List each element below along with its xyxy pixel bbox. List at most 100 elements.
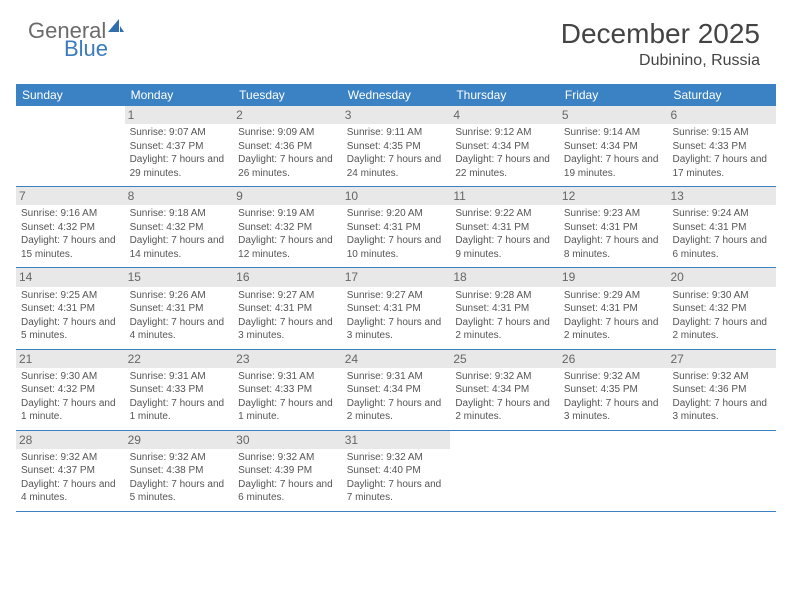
day-cell: 28Sunrise: 9:32 AMSunset: 4:37 PMDayligh… xyxy=(16,431,125,511)
day-number: 15 xyxy=(125,268,234,286)
day-number: 16 xyxy=(233,268,342,286)
day-cell: 29Sunrise: 9:32 AMSunset: 4:38 PMDayligh… xyxy=(125,431,234,511)
sunrise-text: Sunrise: 9:31 AM xyxy=(347,370,446,384)
day-number: 11 xyxy=(450,187,559,205)
page-header: General Blue December 2025 Dubinino, Rus… xyxy=(0,0,792,78)
sunset-text: Sunset: 4:32 PM xyxy=(672,302,771,316)
week-row: 28Sunrise: 9:32 AMSunset: 4:37 PMDayligh… xyxy=(16,431,776,512)
day-cell: 6Sunrise: 9:15 AMSunset: 4:33 PMDaylight… xyxy=(667,106,776,186)
day-number: 27 xyxy=(667,350,776,368)
day-number: 29 xyxy=(125,431,234,449)
day-cell: 15Sunrise: 9:26 AMSunset: 4:31 PMDayligh… xyxy=(125,268,234,348)
calendar: Sunday Monday Tuesday Wednesday Thursday… xyxy=(16,84,776,512)
sunrise-text: Sunrise: 9:32 AM xyxy=(238,451,337,465)
sunset-text: Sunset: 4:33 PM xyxy=(672,140,771,154)
day-header-sat: Saturday xyxy=(667,84,776,106)
daylight-text: Daylight: 7 hours and 6 minutes. xyxy=(238,478,337,505)
sunrise-text: Sunrise: 9:09 AM xyxy=(238,126,337,140)
sunrise-text: Sunrise: 9:12 AM xyxy=(455,126,554,140)
day-header-mon: Monday xyxy=(125,84,234,106)
logo: General Blue xyxy=(28,18,125,62)
day-number: 4 xyxy=(450,106,559,124)
sunrise-text: Sunrise: 9:07 AM xyxy=(130,126,229,140)
day-number: 2 xyxy=(233,106,342,124)
day-number: 14 xyxy=(16,268,125,286)
day-number: 9 xyxy=(233,187,342,205)
daylight-text: Daylight: 7 hours and 2 minutes. xyxy=(347,397,446,424)
sunrise-text: Sunrise: 9:14 AM xyxy=(564,126,663,140)
daylight-text: Daylight: 7 hours and 4 minutes. xyxy=(21,478,120,505)
day-number: 17 xyxy=(342,268,451,286)
daylight-text: Daylight: 7 hours and 6 minutes. xyxy=(672,234,771,261)
day-number: 3 xyxy=(342,106,451,124)
sunset-text: Sunset: 4:36 PM xyxy=(238,140,337,154)
sunset-text: Sunset: 4:31 PM xyxy=(238,302,337,316)
day-cell: 19Sunrise: 9:29 AMSunset: 4:31 PMDayligh… xyxy=(559,268,668,348)
sunset-text: Sunset: 4:32 PM xyxy=(21,383,120,397)
day-number: 8 xyxy=(125,187,234,205)
day-cell: 23Sunrise: 9:31 AMSunset: 4:33 PMDayligh… xyxy=(233,350,342,430)
day-number: 7 xyxy=(16,187,125,205)
daylight-text: Daylight: 7 hours and 14 minutes. xyxy=(130,234,229,261)
day-number: 5 xyxy=(559,106,668,124)
day-cell: 8Sunrise: 9:18 AMSunset: 4:32 PMDaylight… xyxy=(125,187,234,267)
sunset-text: Sunset: 4:35 PM xyxy=(564,383,663,397)
daylight-text: Daylight: 7 hours and 2 minutes. xyxy=(564,316,663,343)
daylight-text: Daylight: 7 hours and 3 minutes. xyxy=(564,397,663,424)
day-cell: 10Sunrise: 9:20 AMSunset: 4:31 PMDayligh… xyxy=(342,187,451,267)
sunrise-text: Sunrise: 9:30 AM xyxy=(672,289,771,303)
sunrise-text: Sunrise: 9:32 AM xyxy=(455,370,554,384)
day-number: 31 xyxy=(342,431,451,449)
sunset-text: Sunset: 4:31 PM xyxy=(564,302,663,316)
sunset-text: Sunset: 4:31 PM xyxy=(455,302,554,316)
day-number: 26 xyxy=(559,350,668,368)
day-cell: 21 Sunrise: 9:30 AMSunset: 4:32 PMDayligh… xyxy=(16,350,125,430)
day-number: 13 xyxy=(667,187,776,205)
day-number: 23 xyxy=(233,350,342,368)
daylight-text: Daylight: 7 hours and 17 minutes. xyxy=(672,153,771,180)
sunset-text: Sunset: 4:32 PM xyxy=(21,221,120,235)
day-number: 1 xyxy=(125,106,234,124)
day-number: 10 xyxy=(342,187,451,205)
sunrise-text: Sunrise: 9:27 AM xyxy=(238,289,337,303)
sunset-text: Sunset: 4:36 PM xyxy=(672,383,771,397)
day-cell: 14Sunrise: 9:25 AMSunset: 4:31 PMDayligh… xyxy=(16,268,125,348)
sunset-text: Sunset: 4:31 PM xyxy=(21,302,120,316)
daylight-text: Daylight: 7 hours and 1 minute. xyxy=(21,397,120,424)
daylight-text: Daylight: 7 hours and 7 minutes. xyxy=(347,478,446,505)
sunrise-text: Sunrise: 9:30 AM xyxy=(21,370,120,384)
sunset-text: Sunset: 4:33 PM xyxy=(238,383,337,397)
daylight-text: Daylight: 7 hours and 3 minutes. xyxy=(347,316,446,343)
sunrise-text: Sunrise: 9:19 AM xyxy=(238,207,337,221)
sunrise-text: Sunrise: 9:32 AM xyxy=(672,370,771,384)
day-cell xyxy=(667,431,776,511)
week-row: 7Sunrise: 9:16 AMSunset: 4:32 PMDaylight… xyxy=(16,187,776,268)
week-row: 1Sunrise: 9:07 AMSunset: 4:37 PMDaylight… xyxy=(16,106,776,187)
daylight-text: Daylight: 7 hours and 5 minutes. xyxy=(130,478,229,505)
sunrise-text: Sunrise: 9:28 AM xyxy=(455,289,554,303)
day-number: 18 xyxy=(450,268,559,286)
sunset-text: Sunset: 4:31 PM xyxy=(130,302,229,316)
day-cell xyxy=(559,431,668,511)
month-title: December 2025 xyxy=(561,18,760,50)
sunrise-text: Sunrise: 9:32 AM xyxy=(21,451,120,465)
day-cell: 16 Sunrise: 9:27 AMSunset: 4:31 PMDayligh… xyxy=(233,268,342,348)
day-cell: 13Sunrise: 9:24 AMSunset: 4:31 PMDayligh… xyxy=(667,187,776,267)
daylight-text: Daylight: 7 hours and 5 minutes. xyxy=(21,316,120,343)
daylight-text: Daylight: 7 hours and 3 minutes. xyxy=(672,397,771,424)
day-header-thu: Thursday xyxy=(450,84,559,106)
daylight-text: Daylight: 7 hours and 19 minutes. xyxy=(564,153,663,180)
title-block: December 2025 Dubinino, Russia xyxy=(561,18,760,70)
day-number: 28 xyxy=(16,431,125,449)
day-header-tue: Tuesday xyxy=(233,84,342,106)
daylight-text: Daylight: 7 hours and 10 minutes. xyxy=(347,234,446,261)
day-number: 12 xyxy=(559,187,668,205)
sunset-text: Sunset: 4:33 PM xyxy=(130,383,229,397)
daylight-text: Daylight: 7 hours and 3 minutes. xyxy=(238,316,337,343)
sunrise-text: Sunrise: 9:32 AM xyxy=(130,451,229,465)
day-cell: 5Sunrise: 9:14 AMSunset: 4:34 PMDaylight… xyxy=(559,106,668,186)
sunrise-text: Sunrise: 9:32 AM xyxy=(564,370,663,384)
day-number: 22 xyxy=(125,350,234,368)
day-number: 21 xyxy=(16,350,125,368)
sunset-text: Sunset: 4:35 PM xyxy=(347,140,446,154)
